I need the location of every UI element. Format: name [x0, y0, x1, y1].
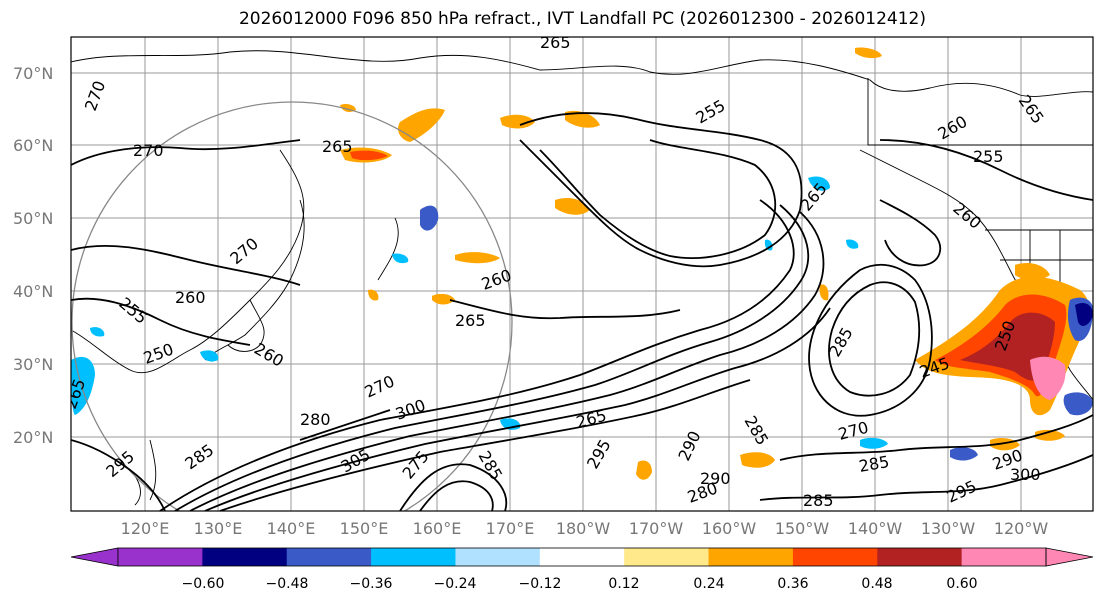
contour-label: 260 — [175, 288, 206, 307]
lon-label: 120°W — [994, 519, 1049, 538]
lon-label: 130°E — [194, 519, 243, 538]
colorbar-outline — [117, 547, 1047, 567]
colorbar-segment — [708, 548, 794, 566]
distance-circle — [71, 101, 513, 511]
ivt-shading — [71, 47, 1093, 480]
colorbar-tick-label: −0.60 — [182, 576, 225, 592]
colorbar-tick-label: 0.12 — [608, 576, 639, 592]
colorbar-tick-label: 0.60 — [946, 576, 977, 592]
lat-label: 70°N — [13, 64, 53, 83]
lon-label: 160°E — [413, 519, 462, 538]
longitude-labels: 120°E 130°E 140°E 150°E 160°E 170°E 180°… — [121, 519, 1049, 538]
latitude-labels: 70°N 60°N 50°N 40°N 30°N 20°N — [13, 64, 53, 447]
map-title: 2026012000 F096 850 hPa refract., IVT La… — [238, 9, 926, 29]
contour-label: 270 — [133, 141, 164, 160]
lon-label: 140°E — [267, 519, 316, 538]
map-panel — [71, 37, 1093, 511]
colorbar-segment — [202, 548, 288, 566]
lon-label: 170°E — [486, 519, 535, 538]
contour-label: 290 — [700, 469, 731, 488]
lat-label: 30°N — [13, 355, 53, 374]
contour-label: 265 — [540, 33, 571, 52]
colorbar-segment — [539, 548, 625, 566]
colorbar-arrow-high — [1045, 547, 1094, 567]
colorbar-tick-label: −0.48 — [266, 576, 309, 592]
contour-label: 280 — [300, 410, 331, 429]
lon-label: 180°W — [556, 519, 611, 538]
lon-label: 120°E — [121, 519, 170, 538]
colorbar-segment — [792, 548, 878, 566]
colorbar-segment — [455, 548, 541, 566]
contour-label: 265 — [455, 311, 486, 330]
coastlines — [71, 50, 1093, 506]
colorbar-tick-label: −0.36 — [350, 576, 393, 592]
lon-label: 130°W — [921, 519, 976, 538]
contour-label: 255 — [973, 147, 1004, 166]
lon-label: 160°W — [702, 519, 757, 538]
lon-label: 150°E — [340, 519, 389, 538]
lat-label: 20°N — [13, 428, 53, 447]
contour-label: 300 — [1010, 465, 1041, 484]
colorbar-tick-label: 0.48 — [861, 576, 892, 592]
lon-label: 150°W — [775, 519, 830, 538]
lat-label: 60°N — [13, 136, 53, 155]
colorbar-segment — [624, 548, 710, 566]
lat-label: 50°N — [13, 209, 53, 228]
contour-label: 265 — [322, 137, 353, 156]
lat-label: 40°N — [13, 282, 53, 301]
refractivity-contours — [71, 112, 1093, 511]
colorbar-tick-labels: −0.60 −0.48 −0.36 −0.24 −0.12 0.12 0.24 … — [182, 576, 978, 592]
contour-label: 285 — [803, 491, 834, 510]
colorbar-tick-label: 0.24 — [693, 576, 724, 592]
map-border — [70, 36, 1094, 512]
lon-label: 170°W — [629, 519, 684, 538]
colorbar-segment — [371, 548, 456, 566]
colorbar-segment — [286, 548, 372, 566]
colorbar-segment — [961, 548, 1047, 566]
colorbar-segment — [877, 548, 963, 566]
colorbar-segment — [118, 548, 203, 566]
colorbar-tick-label: 0.36 — [777, 576, 808, 592]
colorbar-tick-label: −0.24 — [434, 576, 477, 592]
lon-label: 140°W — [848, 519, 903, 538]
colorbar — [70, 547, 1094, 567]
colorbar-arrow-low — [70, 547, 119, 567]
colorbar-tick-label: −0.12 — [519, 576, 562, 592]
